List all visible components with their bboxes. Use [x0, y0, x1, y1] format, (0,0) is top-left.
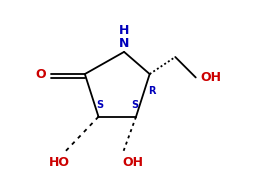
- Text: S: S: [96, 100, 103, 110]
- Text: OH: OH: [122, 156, 142, 169]
- Text: N: N: [118, 37, 129, 50]
- Text: O: O: [36, 67, 46, 81]
- Text: H: H: [118, 24, 129, 37]
- Text: S: S: [130, 100, 137, 110]
- Text: R: R: [147, 86, 155, 96]
- Text: OH: OH: [199, 71, 220, 84]
- Text: HO: HO: [49, 156, 70, 169]
